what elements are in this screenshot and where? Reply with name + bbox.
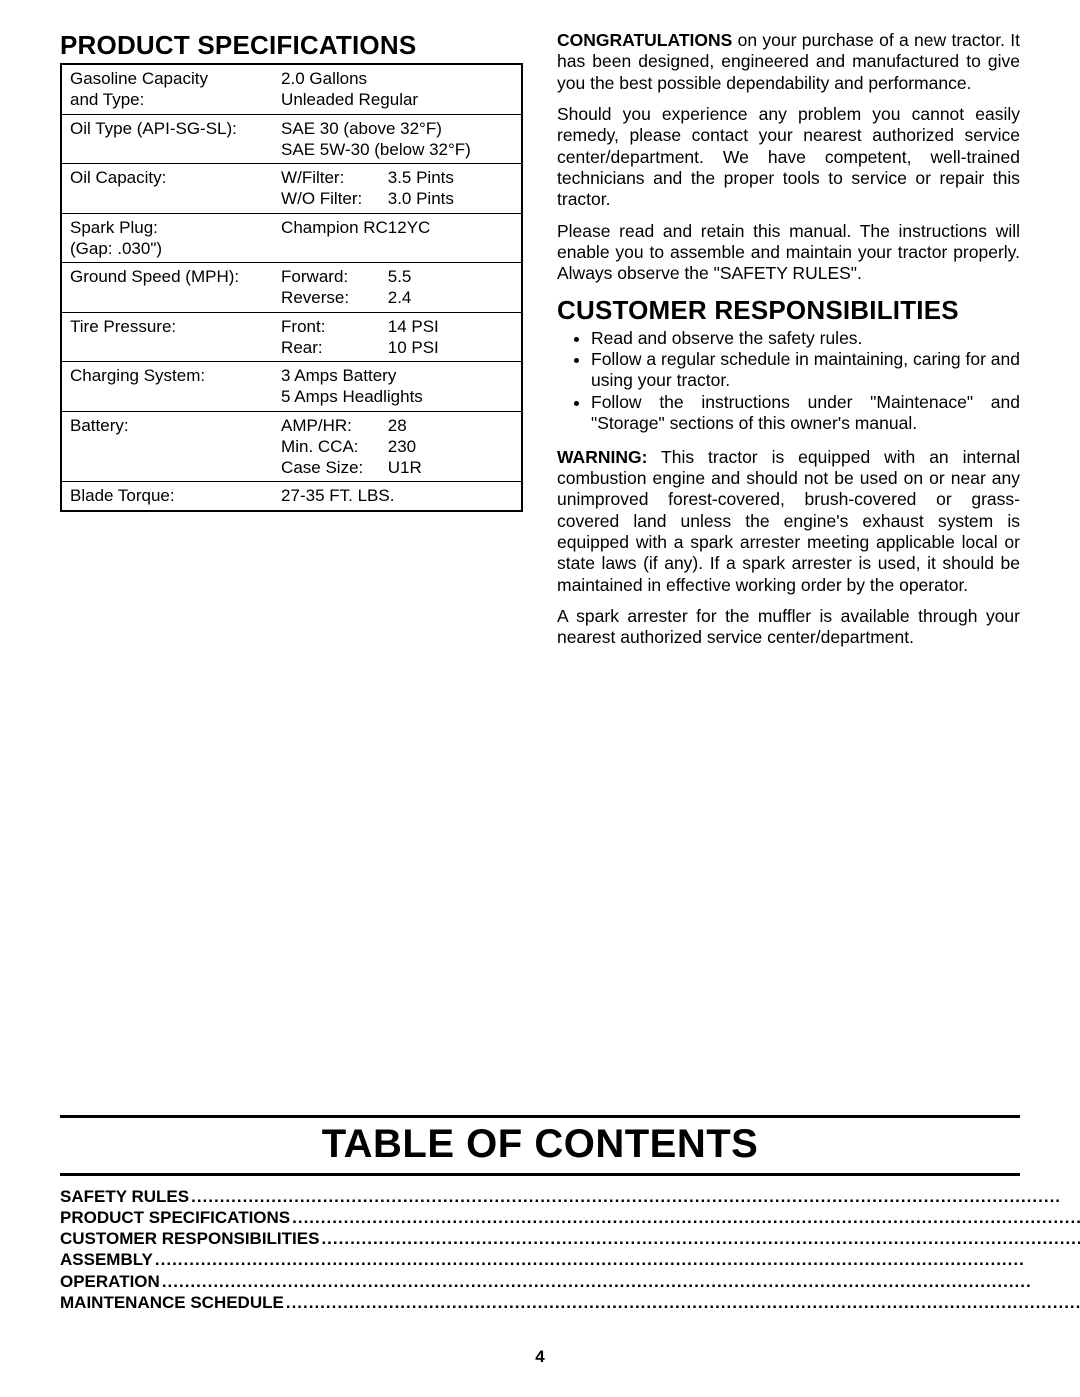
toc-row: PRODUCT SPECIFICATIONS4 (60, 1207, 1080, 1228)
spec-label: Ground Speed (MPH): (61, 263, 273, 313)
spec-label: Battery: (61, 411, 273, 482)
table-of-contents: TABLE OF CONTENTS SAFETY RULES2-3PRODUCT… (60, 1115, 1020, 1368)
spec-value: Champion RC12YC (273, 213, 522, 263)
spec-label: Oil Type (API-SG-SL): (61, 114, 273, 164)
congrats-lead: CONGRATULATIONS (557, 30, 732, 50)
toc-leader-dots (191, 1186, 1080, 1207)
spec-value: Forward:5.5Reverse:2.4 (273, 263, 522, 313)
toc-leader-dots (321, 1228, 1080, 1249)
toc-label: SAFETY RULES (60, 1186, 189, 1207)
list-item: Follow the instructions under "Maintenac… (591, 392, 1020, 435)
retain-paragraph: Please read and retain this manual. The … (557, 221, 1020, 285)
spec-label: Oil Capacity: (61, 164, 273, 214)
spec-row: Blade Torque:27-35 FT. LBS. (61, 482, 522, 511)
toc-row: SAFETY RULES2-3 (60, 1186, 1080, 1207)
spec-table: Gasoline Capacityand Type:2.0 GallonsUnl… (60, 63, 523, 512)
spec-value: AMP/HR:28Min. CCA:230Case Size:U1R (273, 411, 522, 482)
warning-rest: This tractor is equipped with an interna… (557, 447, 1020, 595)
toc-row: CUSTOMER RESPONSIBILITIES4 (60, 1228, 1080, 1249)
spec-row: Oil Type (API-SG-SL):SAE 30 (above 32°F)… (61, 114, 522, 164)
toc-label: CUSTOMER RESPONSIBILITIES (60, 1228, 319, 1249)
spec-row: Tire Pressure:Front:14 PSIRear:10 PSI (61, 312, 522, 362)
toc-label: OPERATION (60, 1271, 160, 1292)
arrester-paragraph: A spark arrester for the muffler is avai… (557, 606, 1020, 649)
toc-leader-dots (292, 1207, 1080, 1228)
toc-row: OPERATION9-14 (60, 1271, 1080, 1292)
service-paragraph: Should you experience any problem you ca… (557, 104, 1020, 211)
toc-label: ASSEMBLY (60, 1249, 153, 1270)
toc-leader-dots (286, 1292, 1080, 1313)
toc-title: TABLE OF CONTENTS (60, 1122, 1020, 1167)
toc-left-column: SAFETY RULES2-3PRODUCT SPECIFICATIONS4CU… (60, 1186, 1080, 1314)
toc-label: MAINTENANCE SCHEDULE (60, 1292, 284, 1313)
list-item: Read and observe the safety rules. (591, 328, 1020, 349)
specs-heading: PRODUCT SPECIFICATIONS (60, 30, 523, 61)
spec-value: 3 Amps Battery5 Amps Headlights (273, 362, 522, 412)
toc-leader-dots (162, 1271, 1080, 1292)
congrats-paragraph: CONGRATULATIONS on your purchase of a ne… (557, 30, 1020, 94)
toc-label: PRODUCT SPECIFICATIONS (60, 1207, 290, 1228)
spec-row: Charging System:3 Amps Battery5 Amps Hea… (61, 362, 522, 412)
spec-row: Ground Speed (MPH):Forward:5.5Reverse:2.… (61, 263, 522, 313)
spec-label: Gasoline Capacityand Type: (61, 64, 273, 114)
warning-lead: WARNING: (557, 447, 647, 467)
spec-value: 27-35 FT. LBS. (273, 482, 522, 511)
spec-value: Front:14 PSIRear:10 PSI (273, 312, 522, 362)
list-item: Follow a regular schedule in maintaining… (591, 349, 1020, 392)
toc-rule-bottom (60, 1173, 1020, 1176)
spec-value: W/Filter:3.5 PintsW/O Filter:3.0 Pints (273, 164, 522, 214)
spec-value: SAE 30 (above 32°F)SAE 5W-30 (below 32°F… (273, 114, 522, 164)
toc-leader-dots (155, 1249, 1080, 1270)
spec-row: Battery:AMP/HR:28Min. CCA:230Case Size:U… (61, 411, 522, 482)
page-number: 4 (60, 1347, 1020, 1367)
spec-row: Oil Capacity:W/Filter:3.5 PintsW/O Filte… (61, 164, 522, 214)
responsibilities-list: Read and observe the safety rules.Follow… (557, 328, 1020, 435)
spec-value: 2.0 GallonsUnleaded Regular (273, 64, 522, 114)
spec-label: Spark Plug:(Gap: .030") (61, 213, 273, 263)
spec-row: Spark Plug:(Gap: .030")Champion RC12YC (61, 213, 522, 263)
toc-rule-top (60, 1115, 1020, 1118)
responsibilities-heading: CUSTOMER RESPONSIBILITIES (557, 295, 1020, 326)
spec-label: Blade Torque: (61, 482, 273, 511)
spec-label: Charging System: (61, 362, 273, 412)
toc-row: MAINTENANCE SCHEDULE15 (60, 1292, 1080, 1313)
spec-label: Tire Pressure: (61, 312, 273, 362)
toc-row: ASSEMBLY6-8 (60, 1249, 1080, 1270)
spec-row: Gasoline Capacityand Type:2.0 GallonsUnl… (61, 64, 522, 114)
warning-paragraph: WARNING: This tractor is equipped with a… (557, 447, 1020, 596)
